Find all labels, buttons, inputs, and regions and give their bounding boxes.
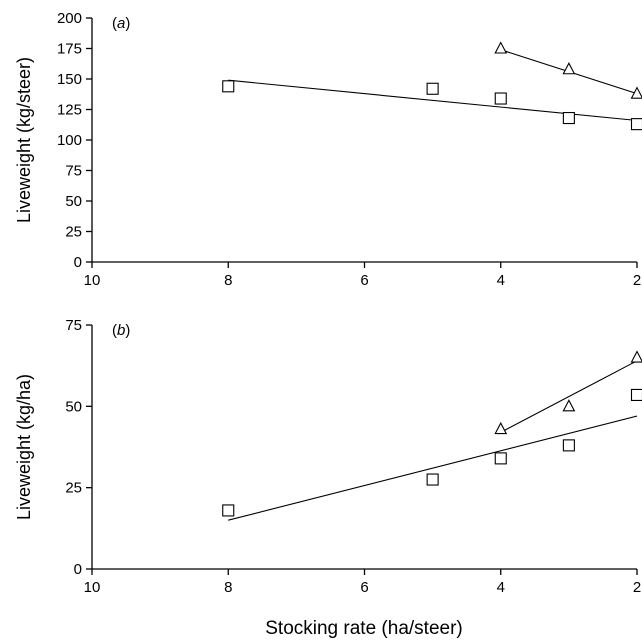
square-fit-line: [228, 415, 638, 521]
y-tick-label: 125: [57, 102, 82, 119]
x-tick-label: 4: [497, 579, 505, 596]
y-tick-label: 50: [65, 398, 82, 415]
square-marker: [222, 504, 235, 517]
y-tick-label: 150: [57, 71, 82, 88]
y-tick-label: 25: [65, 480, 82, 497]
y-tick-label: 75: [65, 163, 82, 180]
y-tick-label: 100: [57, 132, 82, 149]
triangle-marker: [630, 350, 642, 363]
square-marker: [562, 111, 575, 125]
triangle-fit-line: [500, 360, 638, 433]
square-marker: [494, 452, 507, 465]
y-tick-label: 25: [65, 224, 82, 241]
triangle-marker: [562, 399, 576, 412]
y-tick-label: 0: [74, 561, 82, 578]
panel-a: 0 25 50 75 100 125 150 175 200 10 8 6 4 2 Liveweight (…: [14, 10, 642, 289]
square-marker: [494, 92, 507, 105]
x-tick-label: 8: [224, 579, 232, 596]
panel-label: (b): [112, 322, 130, 339]
x-tick-label: 10: [84, 579, 101, 596]
x-tick-label: 6: [360, 579, 368, 596]
triangle-marker: [630, 86, 642, 99]
x-tick-label: 8: [224, 272, 232, 289]
square-marker: [562, 439, 575, 452]
square-marker: [630, 388, 642, 401]
square-marker: [630, 118, 642, 131]
y-tick-label: 0: [74, 254, 82, 271]
y-tick-label: 175: [57, 41, 82, 58]
panel-label: (a): [112, 15, 130, 32]
x-axis-label: Stocking rate (ha/steer): [265, 618, 462, 639]
y-axis-label: Liveweight (kg/steer): [14, 57, 34, 223]
panel-b: 0 25 50 75 10 8 6 4 2 Liveweight (kg/ha) (b): [14, 317, 642, 596]
y-tick-label: 75: [65, 317, 82, 334]
triangle-marker: [494, 41, 508, 54]
square-marker: [426, 82, 439, 95]
x-tick-label: 6: [360, 272, 368, 289]
triangle-marker: [562, 62, 576, 75]
triangle-marker: [494, 421, 508, 435]
x-tick-label: 10: [84, 272, 101, 289]
y-tick-label: 200: [57, 10, 82, 27]
x-tick-label: 4: [497, 272, 505, 289]
square-marker: [426, 473, 439, 486]
y-axis-label: Liveweight (kg/ha): [14, 374, 34, 520]
x-tick-label: 2: [633, 272, 641, 289]
y-tick-label: 50: [65, 193, 82, 210]
square-marker: [222, 80, 235, 93]
x-tick-label: 2: [633, 579, 641, 596]
